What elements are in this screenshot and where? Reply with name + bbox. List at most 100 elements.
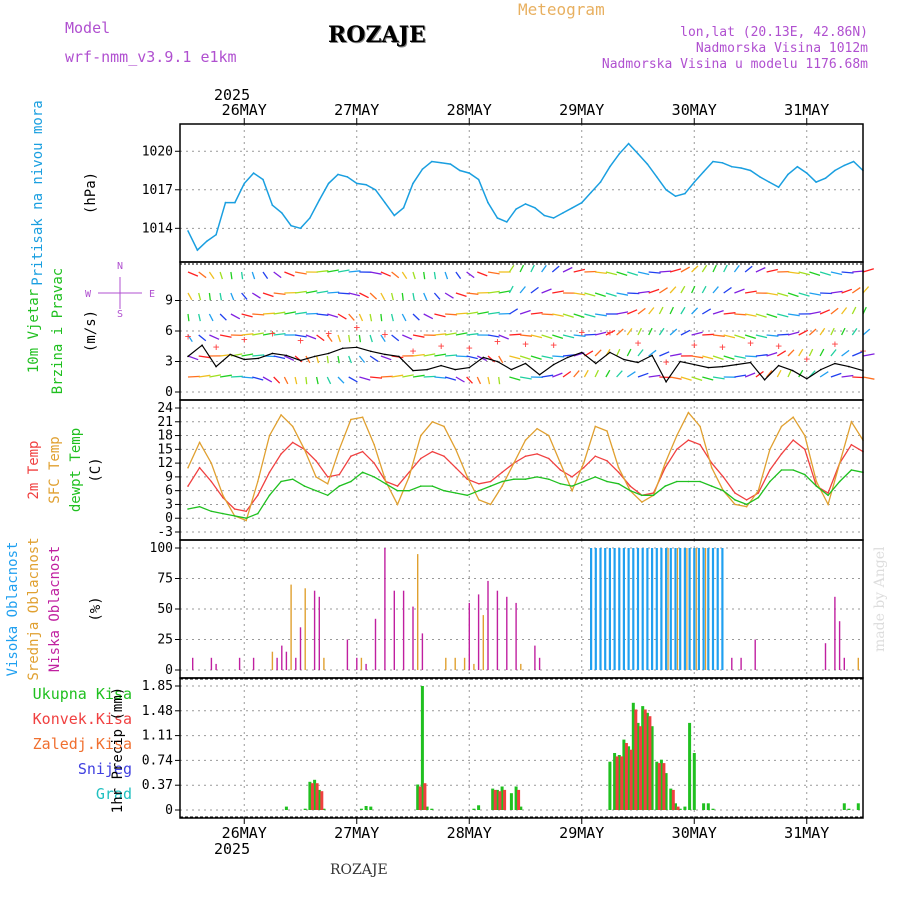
wind-gust-marker: + (775, 339, 782, 352)
wind-speed-line-point (257, 357, 260, 360)
pressure-line-point (384, 201, 386, 204)
total-precip-bar (678, 808, 682, 810)
temp-2m-line-point (571, 476, 573, 478)
temp-2m-line-point (664, 466, 666, 469)
model-name: wrf-nmm_v3.9.1 e1km (65, 48, 237, 66)
wind-arrow (519, 286, 526, 294)
wind-arrow (701, 264, 708, 273)
pressure-line-point (599, 181, 602, 183)
wind-arrow (830, 290, 843, 294)
pressure-line-point (749, 169, 752, 172)
conv-precip-bar (671, 789, 675, 810)
temp-dewpt-line-point (536, 476, 538, 478)
temp-dewpt-line-point (222, 512, 224, 515)
wind-arrow (787, 292, 799, 298)
pressure-line-point (365, 183, 367, 186)
wind-arrow (744, 265, 753, 273)
wind-speed-line-point (398, 355, 400, 358)
wind-arrow (508, 264, 515, 273)
wind-arrow (412, 292, 415, 301)
pressure-line-point (431, 160, 433, 163)
total-precip-bar (641, 706, 645, 810)
temp-2m-line-point (408, 471, 410, 474)
temp-dewpt-line-point (571, 485, 573, 487)
wind-arrow (380, 355, 392, 361)
total-precip-bar (608, 761, 612, 810)
pressure-line-point (243, 182, 246, 185)
wind-gust-marker: + (185, 330, 192, 343)
temp-sfc-line-point (571, 489, 573, 492)
wind-arrow (327, 291, 340, 294)
wind-arrow (401, 271, 408, 280)
wind-arrow (380, 334, 386, 343)
compass-label: W (85, 289, 92, 300)
total-precip-bar (519, 806, 523, 810)
legend-snow: Snijeg (77, 760, 132, 778)
wind-arrow (498, 355, 504, 364)
wind-arrow (712, 309, 724, 315)
wind-arrow (691, 285, 696, 294)
wind-arrow (445, 354, 458, 357)
wind-gust-marker: + (747, 336, 754, 349)
temp-sfc-line-point (257, 480, 259, 483)
y-tick-label: 21 (157, 415, 173, 430)
pressure-line-point (712, 160, 714, 163)
wind-arrow (680, 329, 691, 336)
total-precip-bar (627, 746, 631, 810)
pressure-line-point (196, 249, 199, 251)
wind-arrow (648, 307, 655, 315)
wind-arrow (701, 308, 712, 315)
wind-arrow (337, 355, 340, 364)
temp-2m-line-point (268, 471, 271, 474)
wind-arrow (230, 375, 243, 378)
wind-arrow (273, 376, 281, 384)
panel-frame (179, 123, 864, 263)
wind-gust-marker: + (438, 339, 445, 352)
wind-arrow (412, 374, 425, 378)
conv-precip-bar (639, 726, 642, 810)
pressure-line-point (731, 165, 733, 168)
wind-arrow (552, 313, 564, 317)
wind-arrow (627, 271, 639, 276)
wind-arrow (755, 334, 768, 339)
wind-speed-line-point (651, 354, 653, 357)
wind-gust-marker: + (466, 341, 473, 354)
total-precip-bar (674, 803, 677, 810)
wind-arrow (712, 264, 717, 273)
wind-arrow (423, 292, 428, 301)
wind-arrow (637, 372, 649, 378)
pressure-line-point (506, 221, 508, 223)
y-tick-label: 1014 (142, 221, 173, 236)
wind-arrow (723, 286, 732, 294)
temp-sfc-line-point (559, 462, 562, 464)
wind-arrow (616, 271, 628, 277)
total-precip-bar (613, 753, 617, 810)
legend-total-precip: Ukupna Kisa (32, 685, 132, 703)
temp-2m-line-point (582, 466, 585, 469)
total-precip-bar (308, 781, 312, 810)
wind-arrow (220, 374, 232, 378)
wind-arrow (734, 334, 746, 340)
wind-arrow (809, 311, 821, 315)
wind-arrow (701, 285, 707, 294)
wind-arrow (626, 328, 633, 336)
wind-arrow (252, 354, 265, 357)
wind-arrow (219, 271, 224, 280)
wind-arrow (262, 271, 269, 279)
wind-arrow (595, 271, 607, 275)
temp-2m-line-point (722, 476, 725, 478)
conv-precip-bar (517, 789, 521, 810)
wind-arrow (230, 313, 241, 320)
wind-arrow (702, 333, 715, 336)
date-label-top: 31MAY (784, 101, 829, 119)
total-precip-bar (702, 803, 706, 810)
wind-arrow (605, 329, 616, 336)
wind-arrow (412, 271, 416, 280)
y-tick-label: 9 (165, 294, 173, 309)
temp-sfc-line-point (815, 480, 818, 483)
wind-gust-marker: + (578, 326, 585, 339)
wind-arrow (787, 313, 800, 317)
pressure-line-point (806, 172, 808, 174)
y-tick-label: 6 (165, 484, 173, 499)
wind-arrow (712, 286, 719, 294)
